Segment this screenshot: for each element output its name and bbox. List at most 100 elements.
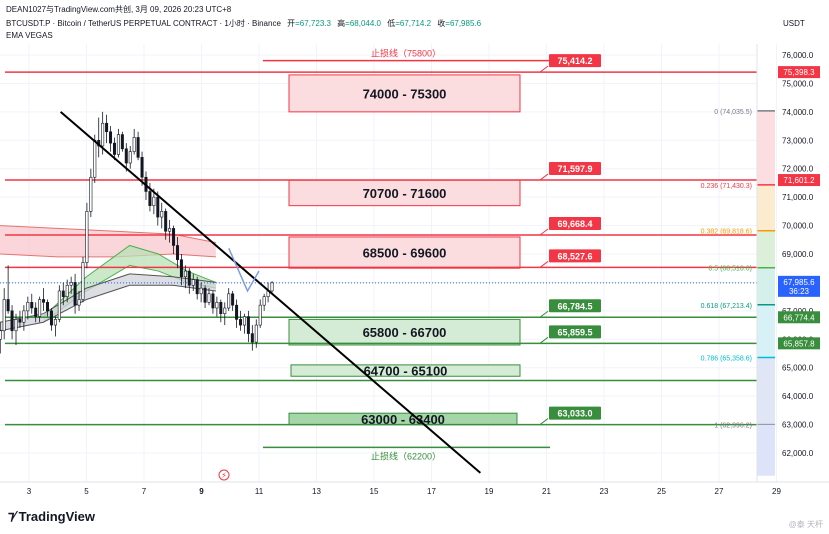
brand-name: TradingView — [18, 508, 95, 524]
fib-level-label: 0.236 (71,430.3) — [701, 183, 752, 190]
candle-down — [203, 287, 207, 303]
candle-up — [254, 324, 258, 343]
candle-down — [187, 270, 191, 286]
price-tag-box — [549, 249, 601, 263]
candle-down — [140, 157, 144, 178]
price-tag-pointer — [539, 310, 549, 318]
ohlc-low: =67,714.2 — [395, 19, 432, 28]
time-axis-tick: 11 — [255, 487, 264, 496]
candle-up — [132, 137, 136, 152]
candle-down — [6, 299, 10, 312]
candle-down — [18, 319, 22, 323]
candle-down — [61, 290, 65, 297]
time-axis-tick: 27 — [715, 487, 724, 496]
price-axis-tick: 70,000.0 — [782, 222, 814, 231]
candle-up — [57, 290, 61, 320]
candle-up — [77, 299, 81, 306]
candle-down — [30, 302, 34, 309]
candle-down — [239, 319, 243, 326]
time-axis-tick: 21 — [542, 487, 551, 496]
candle-down — [49, 310, 53, 326]
ohlc-low-label: 低 — [387, 19, 396, 28]
symbol-description[interactable]: BTCUSDT.P · Bitcoin / TetherUS PERPETUAL… — [6, 19, 281, 28]
price-tag-label: 71,597.9 — [557, 164, 592, 174]
price-tag-label: 65,859.5 — [557, 327, 592, 337]
price-axis-tick: 63,000.0 — [782, 421, 814, 430]
indicator-legend[interactable]: EMA VEGAS — [6, 31, 53, 40]
fib-level-label: 1 (62,996.2) — [714, 423, 752, 430]
fib-level-label: 0.618 (67,213.4) — [701, 303, 752, 310]
candle-down — [175, 245, 179, 260]
price-axis-tick: 75,000.0 — [782, 79, 814, 88]
time-axis[interactable]: 3 5 7 9 11 13 15 17 19 21 23 25 27 29 — [0, 481, 829, 496]
resistance-zone-label: 74000 - 75300 — [363, 86, 447, 101]
axis-price-flag-label: 65,857.8 — [783, 339, 815, 348]
fib-zone — [757, 267, 775, 305]
candle-down — [164, 211, 168, 232]
candle-up — [89, 176, 93, 212]
symbol-line[interactable]: BTCUSDT.P · Bitcoin / TetherUS PERPETUAL… — [6, 19, 481, 29]
axis-price-flag-label: 75,398.3 — [783, 68, 815, 77]
bar-countdown-label: 36:23 — [789, 287, 810, 296]
candle-up — [101, 122, 105, 147]
candle-down — [211, 293, 215, 309]
time-axis-tick: 29 — [772, 487, 781, 496]
price-axis-tick: 73,000.0 — [782, 136, 814, 145]
fib-level-label: 0.382 (69,818.6) — [701, 229, 752, 236]
candle-up — [191, 279, 195, 286]
support-zone-label: 65800 - 66700 — [363, 325, 447, 340]
axis-price-flag — [778, 174, 820, 187]
candle-up — [38, 299, 42, 317]
resistance-zone-label: 68500 - 69600 — [363, 246, 447, 261]
time-axis-tick: 9 — [199, 487, 204, 496]
candlesticks — [0, 111, 274, 354]
candle-up — [65, 284, 69, 297]
ohlc-open-label: 开 — [287, 19, 296, 28]
axis-price-flag-label: 71,601.2 — [783, 176, 815, 185]
ohlc-close: =67,985.6 — [445, 19, 482, 28]
candle-down — [231, 293, 235, 306]
price-axis-tick: 76,000.0 — [782, 51, 814, 60]
resistance-zone-label: 70700 - 71600 — [363, 186, 447, 201]
ohlc-high-label: 高 — [337, 19, 346, 28]
price-zones: 74000 - 75300 70700 - 71600 68500 - 69600 6… — [288, 74, 521, 427]
fib-zone — [757, 230, 775, 268]
price-axis[interactable]: 62,000.063,000.064,000.065,000.066,000.0… — [756, 44, 820, 482]
time-axis-tick: 7 — [142, 487, 147, 496]
price-tag-pointer — [539, 336, 549, 344]
currency-label[interactable]: USDT — [783, 19, 805, 28]
fib-zone — [757, 110, 775, 185]
price-tag-label: 68,527.6 — [557, 251, 592, 261]
candle-up — [242, 316, 246, 326]
price-tags: 75,414.2 71,597.9 69,668.4 68,527.6 66,784.5… — [539, 54, 601, 425]
resistance-zone — [288, 179, 521, 207]
fib-zone — [757, 184, 775, 231]
candle-down — [246, 316, 250, 334]
candle-up — [85, 211, 89, 263]
fib-level-label: 0.5 (68,516.6) — [708, 266, 752, 273]
fib-extension-zone — [757, 424, 775, 476]
candle-down — [124, 148, 128, 164]
candle-down — [34, 307, 38, 317]
resistance-zone — [288, 236, 521, 269]
drawings: ⚡ — [59, 111, 482, 481]
price-tag-pointer — [539, 228, 549, 236]
candle-up — [270, 282, 274, 292]
price-tag-box — [549, 216, 601, 230]
tradingview-brand[interactable]: ⁊∕ TradingView — [8, 508, 95, 524]
axis-price-flag — [778, 311, 820, 324]
candle-down — [109, 131, 113, 144]
candle-down — [120, 134, 124, 150]
downtrend-line — [59, 111, 482, 474]
candle-up — [116, 134, 120, 155]
candle-up — [152, 196, 156, 206]
fibonacci-retracement: 0 (74,035.5) 0.236 (71,430.3) 0.382 (69,81… — [701, 109, 775, 476]
candle-down — [73, 282, 77, 306]
price-tag-label: 66,784.5 — [557, 301, 592, 311]
candle-down — [195, 279, 199, 295]
candle-down — [42, 299, 46, 303]
price-tag-box — [549, 325, 601, 339]
candle-down — [136, 137, 140, 158]
stop-loss-label: 止损线（62200） — [371, 450, 441, 461]
